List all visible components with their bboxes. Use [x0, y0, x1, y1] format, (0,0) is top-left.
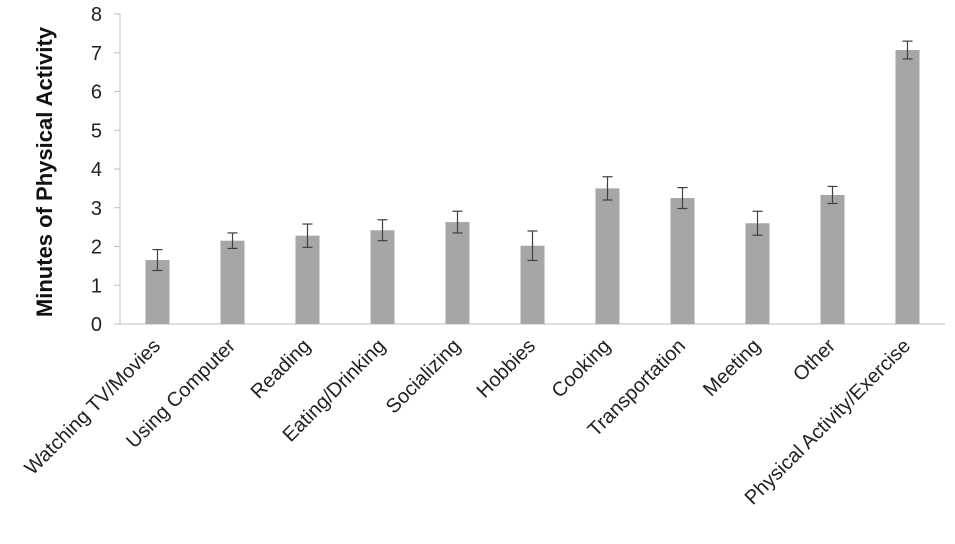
- error-bar: [827, 185, 838, 205]
- bar: [670, 198, 695, 324]
- error-bar: [377, 219, 388, 242]
- bars: [145, 50, 920, 324]
- y-tick-labels: 0 1 2 3 4 5 6 7 8: [91, 4, 120, 336]
- y-tick-label: 1: [91, 275, 102, 297]
- x-category-label: Hobbies: [473, 335, 540, 402]
- y-tick-label: 5: [91, 120, 102, 142]
- error-bar: [602, 176, 613, 201]
- y-tick-label: 8: [91, 4, 102, 26]
- bar: [820, 194, 845, 324]
- bar: [295, 235, 320, 324]
- x-category-label: Watching TV/Movies: [21, 335, 165, 479]
- error-bar: [677, 187, 688, 210]
- bar: [220, 240, 245, 324]
- error-bar: [152, 249, 163, 272]
- y-tick-label: 3: [91, 198, 102, 220]
- error-bars: [152, 40, 913, 272]
- error-bar: [527, 230, 538, 262]
- x-category-label: Reading: [247, 335, 315, 403]
- error-bar: [452, 210, 463, 234]
- error-bar: [902, 40, 913, 60]
- x-category-label: Other: [789, 335, 840, 386]
- error-bar: [302, 223, 313, 248]
- x-category-label: Socializing: [382, 335, 465, 418]
- y-tick-label: 6: [91, 82, 102, 104]
- y-tick-label: 7: [91, 43, 102, 65]
- x-category-label: Meeting: [699, 335, 765, 401]
- bar: [595, 188, 620, 324]
- error-bar: [227, 232, 238, 250]
- bar: [745, 223, 770, 324]
- y-tick-label: 4: [91, 159, 102, 181]
- y-tick-label: 2: [91, 237, 102, 259]
- x-category-label: Cooking: [548, 335, 615, 402]
- bar: [895, 50, 920, 324]
- y-tick-label: 0: [91, 314, 102, 336]
- bar: [370, 230, 395, 324]
- bar: [445, 222, 470, 324]
- error-bar: [752, 210, 763, 236]
- y-axis-title: Minutes of Physical Activity: [32, 26, 57, 317]
